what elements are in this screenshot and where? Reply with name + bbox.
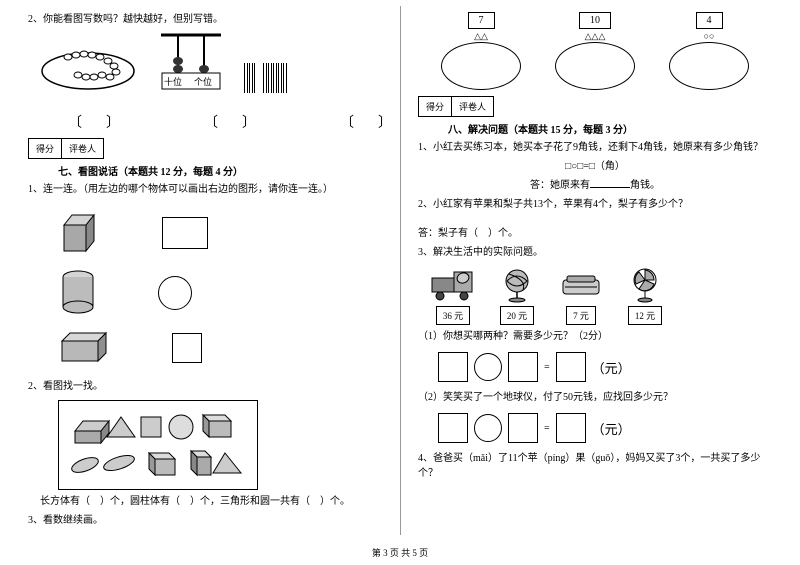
globe-icon xyxy=(497,266,537,304)
num-box-1: 7 xyxy=(468,12,495,29)
ones-text: 个位 xyxy=(194,75,212,88)
ans-suffix: 角钱。 xyxy=(630,180,660,191)
beads-icon xyxy=(38,41,138,93)
left-column: 2、你能看图写数吗？越快越好，但别写错。 xyxy=(0,0,400,565)
section-8-title: 八、解决问题（本题共 15 分，每题 3 分） xyxy=(448,121,772,136)
product-truck: 36 元 xyxy=(428,266,478,325)
ans-prefix: 答：她原来有 xyxy=(530,180,590,191)
question-8-4: 4、爸爸买（mǎi）了11个苹（píng）果（guǒ），妈妈又买了3个，一共买了… xyxy=(418,451,772,481)
score-label-8: 得分 xyxy=(419,97,452,116)
shapes-collection-icon xyxy=(65,407,251,483)
question-7-2: 2、看图找一找。 xyxy=(28,379,382,394)
question-7-2-fill: 长方体有（ ）个，圆柱体有（ ）个，三角形和圆一共有（ ）个。 xyxy=(40,494,382,509)
score-label: 得分 xyxy=(29,139,62,158)
shape-row-2 xyxy=(58,269,382,317)
unit-yuan: （元） xyxy=(592,358,631,377)
marks-3: ○○ xyxy=(669,31,749,41)
eq-box xyxy=(438,352,468,382)
num-box-2: 10 xyxy=(579,12,611,29)
num-box-3: 4 xyxy=(696,12,723,29)
oval-group-1: 7 △△ xyxy=(441,12,521,90)
bracket-2: 〔〕 xyxy=(204,112,280,132)
right-column: 7 △△ 10 △△△ 4 ○○ 得分 评卷人 八、解决问题（本题共 15 分，… xyxy=(400,0,800,565)
unit-yuan: （元） xyxy=(592,419,631,438)
price-2: 20 元 xyxy=(500,306,534,325)
oval-diagrams: 7 △△ 10 △△△ 4 ○○ xyxy=(418,12,772,90)
eq-box xyxy=(508,352,538,382)
oval-2 xyxy=(555,42,635,90)
question-7-3: 3、看数继续画。 xyxy=(28,513,382,528)
equals-sign: = xyxy=(544,362,550,373)
q8-1-answer: 答：她原来有 角钱。 xyxy=(418,178,772,193)
page-footer: 第 3 页 共 5 页 xyxy=(0,546,800,559)
cuboid-icon xyxy=(58,331,112,365)
place-labels: 十位 个位 xyxy=(158,75,218,88)
score-box-8: 得分 评卷人 xyxy=(418,96,494,117)
tens-text: 十位 xyxy=(164,75,182,88)
question-8-3-1: （1）你想买哪两种？需要多少元？（2分） xyxy=(418,329,772,344)
equals-sign: = xyxy=(544,423,550,434)
product-pencilcase: 7 元 xyxy=(556,266,606,325)
price-4: 12 元 xyxy=(628,306,662,325)
answer-brackets: 〔〕 〔〕 〔〕 xyxy=(68,112,382,132)
bracket-1: 〔〕 xyxy=(68,112,144,132)
question-2: 2、你能看图写数吗？越快越好，但别写错。 xyxy=(28,12,382,27)
score-box-7: 得分 评卷人 xyxy=(28,138,104,159)
tally-marks xyxy=(244,63,287,93)
question-8-3: 3、解决生活中的实际问题。 xyxy=(418,245,772,260)
product-globe: 20 元 xyxy=(492,266,542,325)
question-7-1: 1、连一连。（用左边的哪个物体可以画出右边的图形，请你连一连。） xyxy=(28,182,382,197)
question-8-3-2: （2）笑笑买了一个地球仪，付了50元钱，应找回多少元？ xyxy=(418,390,772,405)
marks-2: △△△ xyxy=(555,31,635,41)
shape-row-3 xyxy=(58,331,382,365)
product-fan: 12 元 xyxy=(620,266,670,325)
oval-group-3: 4 ○○ xyxy=(669,12,749,90)
cube-icon xyxy=(58,211,102,255)
oval-3 xyxy=(669,42,749,90)
equation-row-2: = （元） xyxy=(438,413,772,443)
eq-box xyxy=(508,413,538,443)
shapes-collection-box xyxy=(58,400,258,490)
eq-box xyxy=(556,413,586,443)
oval-group-2: 10 △△△ xyxy=(555,12,635,90)
eq-op xyxy=(474,353,502,381)
cylinder-icon xyxy=(58,269,98,317)
shape-row-1 xyxy=(58,211,382,255)
fan-icon xyxy=(625,266,665,304)
blank-line xyxy=(590,178,630,188)
eq-box xyxy=(438,413,468,443)
price-1: 36 元 xyxy=(436,306,470,325)
eq-op xyxy=(474,414,502,442)
marks-1: △△ xyxy=(441,31,521,41)
square-outline xyxy=(172,333,202,363)
section-7-title: 七、看图说话（本题共 12 分，每题 4 分） xyxy=(58,163,382,178)
rectangle-outline xyxy=(162,217,208,249)
circle-outline xyxy=(158,276,192,310)
question-8-1: 1、小红去买练习本，她买本子花了9角钱，还剩下4角钱，她原来有多少角钱？ xyxy=(418,140,772,155)
truck-icon xyxy=(428,268,478,302)
product-row: 36 元 20 元 7 元 12 元 xyxy=(428,266,772,325)
q8-1-equation: □○□=□（角） xyxy=(418,159,772,174)
price-3: 7 元 xyxy=(566,306,596,325)
grader-label-8: 评卷人 xyxy=(452,97,493,116)
pencilcase-icon xyxy=(559,272,603,298)
q8-2-answer: 答：梨子有（ ）个。 xyxy=(418,226,772,241)
eq-box xyxy=(556,352,586,382)
equation-row-1: = （元） xyxy=(438,352,772,382)
grader-label: 评卷人 xyxy=(62,139,103,158)
oval-1 xyxy=(441,42,521,90)
question-8-2: 2、小红家有苹果和梨子共13个，苹果有4个，梨子有多少个？ xyxy=(418,197,772,212)
